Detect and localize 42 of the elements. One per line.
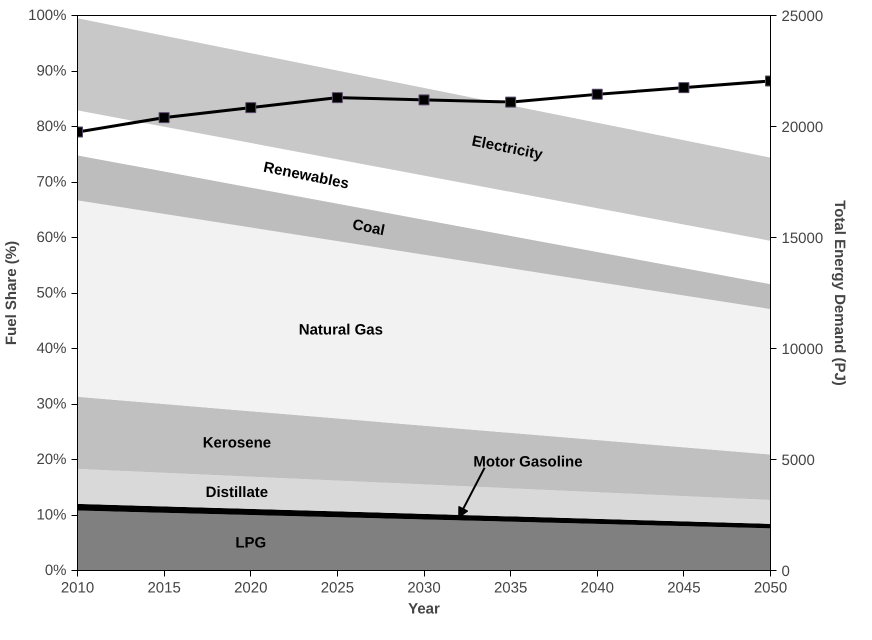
x-tick-label: 2010: [60, 580, 94, 596]
x-tick-label: 2035: [494, 580, 528, 596]
y2-tick-label: 5000: [782, 452, 815, 469]
series-label: LPG: [235, 534, 266, 552]
x-tick-label: 2050: [754, 580, 788, 596]
y-tick-label: 10%: [36, 506, 67, 524]
y2-axis-title: Total Energy Demand (PJ): [831, 200, 848, 386]
point: [332, 92, 343, 104]
point: [245, 102, 256, 114]
y-tick-label: 90%: [36, 62, 67, 80]
y-tick-label: 30%: [36, 396, 67, 412]
y-tick-label: 100%: [28, 7, 67, 24]
x-tick-label: 2020: [234, 580, 268, 596]
y-tick-label: 50%: [36, 284, 67, 302]
x-tick-label: 2045: [667, 580, 701, 596]
y2-tick-label: 15000: [782, 230, 824, 247]
x-tick-label: 2040: [580, 580, 614, 596]
y2-tick-label: 25000: [782, 8, 824, 25]
y-tick-label: 40%: [36, 340, 67, 357]
series-label: Distillate: [206, 484, 268, 501]
y-tick-label: 60%: [36, 229, 67, 246]
x-tick-label: 2025: [320, 580, 354, 596]
y-axis-title: Fuel Share (%): [3, 240, 20, 346]
x-axis-title: Year: [408, 600, 440, 618]
point: [158, 112, 170, 124]
y-tick-label: 20%: [36, 451, 67, 468]
x-tick-label: 2015: [147, 580, 181, 596]
series-label: Coal: [350, 216, 386, 240]
point: [505, 96, 516, 108]
x-tick-label: 2030: [407, 580, 441, 596]
y-tick-label: 0%: [44, 562, 67, 579]
series-label: Kerosene: [202, 434, 272, 452]
point: [592, 88, 603, 100]
y-tick-label: 70%: [36, 174, 67, 190]
y2-tick-label: 20000: [782, 119, 824, 136]
text: Motor Gasoline: [473, 454, 583, 471]
y2-tick-label: 0: [782, 563, 790, 580]
series-label: Natural Gas: [298, 322, 383, 339]
y2-tick-label: 10000: [782, 341, 824, 358]
point: [678, 82, 690, 94]
point: [418, 94, 430, 106]
y-tick-label: 80%: [36, 118, 67, 135]
